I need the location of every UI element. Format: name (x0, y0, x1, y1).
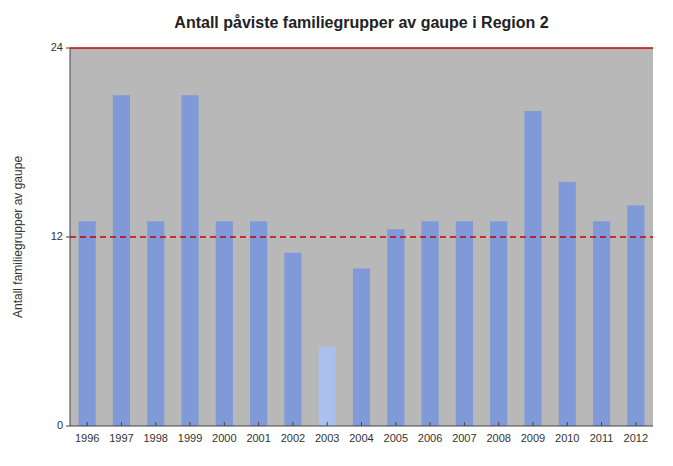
x-tick (635, 422, 636, 426)
bar (147, 221, 164, 426)
x-tick (361, 422, 362, 426)
bar (524, 111, 541, 426)
y-tick-label: 24 (51, 41, 63, 53)
x-tick (327, 422, 328, 426)
y-tick-label: 12 (51, 230, 63, 242)
bar (593, 221, 610, 426)
x-tick-label: 2004 (349, 432, 373, 444)
chart-title: Antall påviste familiegrupper av gaupe i… (174, 14, 548, 31)
bar (216, 221, 233, 426)
bar (627, 206, 644, 427)
bar (250, 221, 267, 426)
x-tick-label: 2001 (246, 432, 270, 444)
x-tick (190, 422, 191, 426)
bar (353, 269, 370, 427)
bar (181, 95, 198, 426)
x-tick-label: 2006 (418, 432, 442, 444)
x-tick (464, 422, 465, 426)
x-tick (601, 422, 602, 426)
x-tick-label: 2008 (486, 432, 510, 444)
x-tick (155, 422, 156, 426)
x-tick-label: 1999 (178, 432, 202, 444)
bar (422, 221, 439, 426)
bar (490, 221, 507, 426)
x-tick (430, 422, 431, 426)
x-tick (121, 422, 122, 426)
x-tick (532, 422, 533, 426)
x-tick (567, 422, 568, 426)
y-axis-label: Antall familiegrupper av gaupe (11, 156, 25, 318)
x-tick-label: 2007 (452, 432, 476, 444)
bar (387, 229, 404, 426)
bar (113, 95, 130, 426)
chart-svg: 0 12 24 1996 1997 1998 1999 2000 2001 2002 2003 200… (0, 0, 673, 466)
x-tick-label: 1996 (75, 432, 99, 444)
x-tick-label: 2012 (624, 432, 648, 444)
x-tick (87, 422, 88, 426)
x-tick-label: 2003 (315, 432, 339, 444)
x-tick-label: 2005 (384, 432, 408, 444)
top-axis-line (70, 47, 653, 49)
x-tick-label: 2011 (590, 432, 614, 444)
x-tick (395, 422, 396, 426)
x-tick (292, 422, 293, 426)
y-tick (66, 426, 70, 427)
x-tick (498, 422, 499, 426)
bar (319, 347, 336, 426)
x-tick-label: 1997 (109, 432, 133, 444)
x-tick-label: 2009 (521, 432, 545, 444)
bar (79, 221, 96, 426)
x-tick-label: 2002 (281, 432, 305, 444)
y-tick (66, 237, 70, 238)
x-tick (258, 422, 259, 426)
y-tick (66, 48, 70, 49)
reference-line (70, 236, 653, 238)
x-tick-label: 1998 (143, 432, 167, 444)
bar (559, 182, 576, 426)
bar (456, 221, 473, 426)
x-tick (224, 422, 225, 426)
bar (284, 253, 301, 426)
bars (70, 95, 653, 426)
chart-container: 0 12 24 1996 1997 1998 1999 2000 2001 2002 2003 200… (0, 0, 673, 466)
x-tick-label: 2010 (555, 432, 579, 444)
y-tick-label: 0 (57, 419, 63, 431)
x-tick-label: 2000 (212, 432, 236, 444)
plot-background (70, 48, 653, 426)
